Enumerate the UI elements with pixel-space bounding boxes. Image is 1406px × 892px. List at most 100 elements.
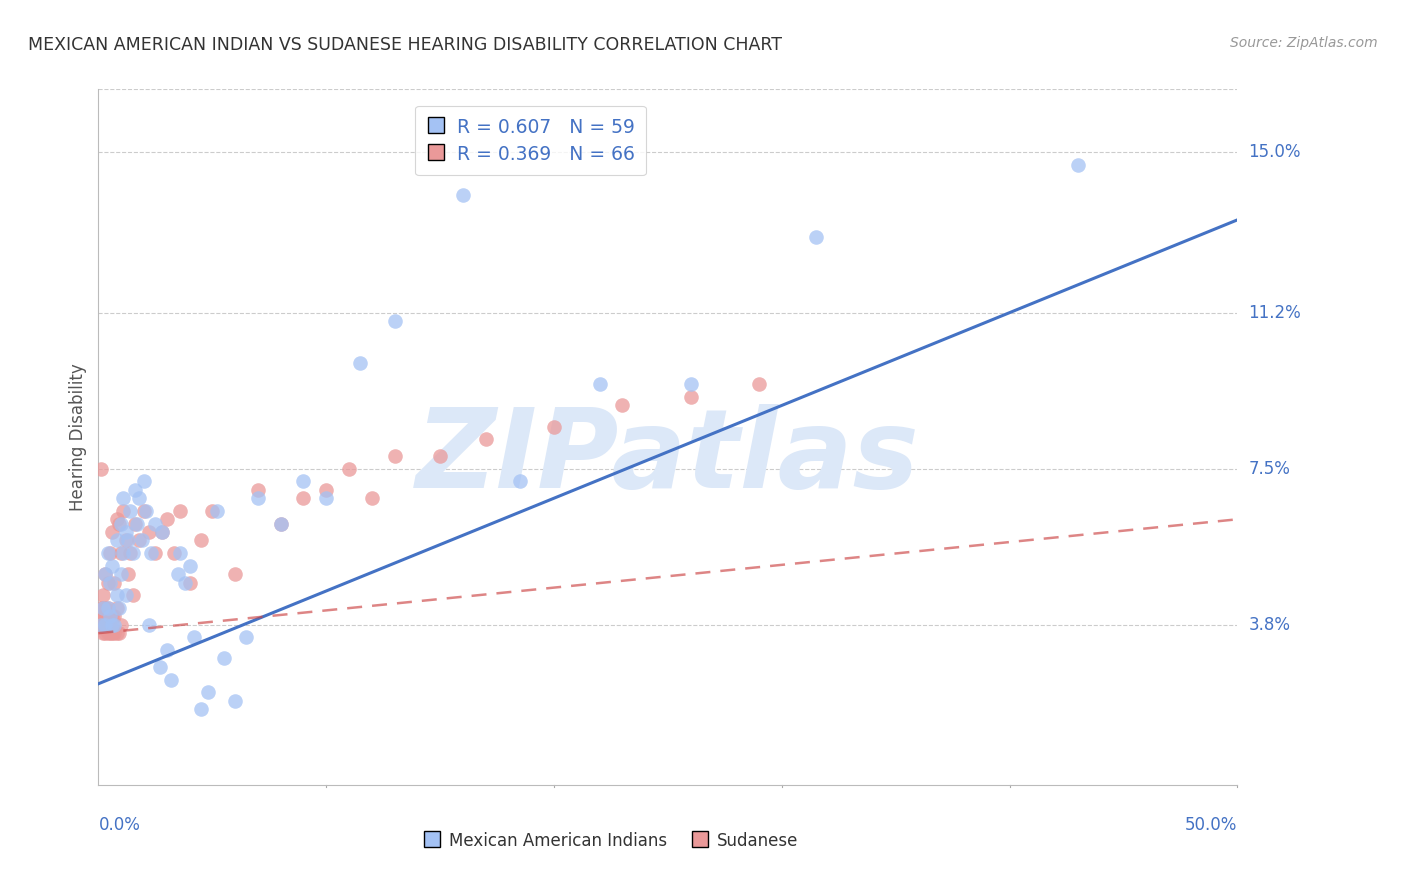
Point xyxy=(150,524,173,539)
Point xyxy=(91,600,114,615)
Point xyxy=(138,524,160,539)
Point xyxy=(190,702,212,716)
Point xyxy=(108,626,131,640)
Point xyxy=(121,588,143,602)
Point xyxy=(124,483,146,497)
Point xyxy=(94,617,117,632)
Point xyxy=(162,546,184,560)
Point xyxy=(103,575,125,590)
Point xyxy=(96,600,118,615)
Text: 11.2%: 11.2% xyxy=(1249,303,1301,322)
Point xyxy=(101,626,124,640)
Point xyxy=(110,617,132,632)
Legend: R = 0.607   N = 59, R = 0.369   N = 66: R = 0.607 N = 59, R = 0.369 N = 66 xyxy=(415,105,645,176)
Text: Source: ZipAtlas.com: Source: ZipAtlas.com xyxy=(1230,36,1378,50)
Point xyxy=(292,475,315,489)
Point xyxy=(90,600,112,615)
Point xyxy=(748,377,770,392)
Point xyxy=(112,491,135,506)
Point xyxy=(201,504,224,518)
Point xyxy=(804,229,827,244)
Point xyxy=(360,491,382,506)
Point xyxy=(108,600,131,615)
Point xyxy=(101,524,124,539)
Point xyxy=(94,626,117,640)
Point xyxy=(197,685,219,699)
Point xyxy=(212,651,235,665)
Point xyxy=(98,617,121,632)
Point xyxy=(94,567,117,582)
Text: ZIPatlas: ZIPatlas xyxy=(416,404,920,511)
Point xyxy=(105,533,128,548)
Point xyxy=(128,491,150,506)
Point xyxy=(384,449,406,463)
Point xyxy=(90,461,112,475)
Point xyxy=(91,609,114,624)
Point xyxy=(101,609,124,624)
Point xyxy=(205,504,228,518)
Point xyxy=(384,314,406,328)
Point xyxy=(509,475,531,489)
Point xyxy=(117,567,139,582)
Point xyxy=(94,617,117,632)
Point xyxy=(96,617,118,632)
Text: 0.0%: 0.0% xyxy=(98,815,141,833)
Point xyxy=(90,617,112,632)
Point xyxy=(108,516,131,531)
Point xyxy=(91,626,114,640)
Point xyxy=(315,483,337,497)
Point xyxy=(120,504,142,518)
Point xyxy=(110,516,132,531)
Point xyxy=(179,575,201,590)
Point xyxy=(270,516,292,531)
Point xyxy=(451,187,474,202)
Point xyxy=(103,617,125,632)
Point xyxy=(156,512,179,526)
Point xyxy=(112,504,135,518)
Point xyxy=(174,575,197,590)
Point xyxy=(112,546,135,560)
Point xyxy=(96,600,118,615)
Point xyxy=(94,600,117,615)
Point xyxy=(128,533,150,548)
Point xyxy=(98,575,121,590)
Point xyxy=(98,609,121,624)
Point xyxy=(91,617,114,632)
Point xyxy=(179,558,201,573)
Point xyxy=(145,546,167,560)
Point xyxy=(114,533,136,548)
Point xyxy=(96,546,118,560)
Point xyxy=(429,449,451,463)
Point xyxy=(103,609,125,624)
Point xyxy=(235,631,257,645)
Point xyxy=(132,475,155,489)
Point xyxy=(138,617,160,632)
Point xyxy=(270,516,292,531)
Point xyxy=(91,600,114,615)
Text: MEXICAN AMERICAN INDIAN VS SUDANESE HEARING DISABILITY CORRELATION CHART: MEXICAN AMERICAN INDIAN VS SUDANESE HEAR… xyxy=(28,36,782,54)
Point xyxy=(679,377,702,392)
Point xyxy=(292,491,315,506)
Text: 15.0%: 15.0% xyxy=(1249,144,1301,161)
Point xyxy=(190,533,212,548)
Point xyxy=(543,419,565,434)
Point xyxy=(101,558,124,573)
Point xyxy=(169,504,191,518)
Point xyxy=(96,575,118,590)
Point xyxy=(169,546,191,560)
Point xyxy=(120,546,142,560)
Point xyxy=(114,524,136,539)
Point xyxy=(224,693,246,707)
Point xyxy=(110,546,132,560)
Point xyxy=(149,660,172,674)
Point xyxy=(679,390,702,404)
Point xyxy=(114,588,136,602)
Text: 7.5%: 7.5% xyxy=(1249,459,1291,478)
Point xyxy=(131,533,153,548)
Point xyxy=(90,617,112,632)
Point xyxy=(224,567,246,582)
Point xyxy=(183,631,205,645)
Point xyxy=(139,546,162,560)
Point xyxy=(90,609,112,624)
Point xyxy=(124,516,146,531)
